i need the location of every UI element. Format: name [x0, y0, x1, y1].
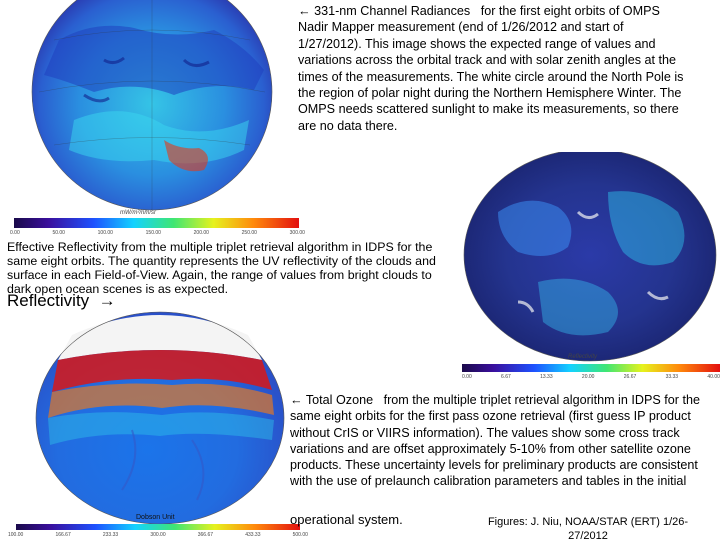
ozone-text: from the multiple triplet retrieval algo…: [290, 393, 700, 489]
ozone-last-line: operational system.: [290, 512, 403, 527]
radiance-tick: 0.00: [10, 230, 20, 236]
reflectivity-units: Reflectivity: [568, 354, 598, 360]
radiance-lead: 331-nm Channel Radiances: [314, 4, 471, 18]
credit-line-2: 27/2012: [568, 530, 608, 542]
radiance-tick: 150.00: [145, 230, 161, 236]
radiance-tick: 300.00: [289, 230, 305, 236]
radiance-colorbar: [14, 218, 299, 228]
ozone-lead: Total Ozone: [305, 393, 374, 407]
reflectivity-tick: 6.67: [501, 374, 511, 380]
figure-credit: Figures: J. Niu, NOAA/STAR (ERT) 1/26- 2…: [472, 515, 704, 543]
radiance-description: ← 331-nm Channel Radiances for the first…: [298, 3, 686, 134]
ozone-tick: 433.33: [245, 532, 261, 538]
radiance-text: for the first eight orbits of OMPS Nadir…: [298, 4, 684, 133]
reflectivity-title: Reflectivity: [7, 291, 90, 310]
right-arrow-icon: →: [98, 291, 116, 310]
reflectivity-colorbar: [462, 364, 720, 372]
radiance-tick: 100.00: [97, 230, 113, 236]
left-arrow-icon: ←: [290, 393, 303, 407]
radiance-colorbar-labels: 0.00 50.00 100.00 150.00 200.00 250.00 3…: [10, 230, 305, 236]
ozone-tick: 300.00: [150, 532, 166, 538]
reflectivity-globe-image: [463, 152, 717, 362]
ozone-tick: 166.67: [55, 532, 71, 538]
radiance-tick: 200.00: [193, 230, 209, 236]
ozone-globe-image: [35, 311, 285, 525]
ozone-colorbar: [16, 524, 300, 530]
ozone-tick: 366.67: [197, 532, 214, 538]
ozone-units: Dobson Unit: [136, 514, 175, 521]
reflectivity-tick: 0.00: [462, 374, 472, 380]
reflectivity-tick: 33.33: [665, 374, 679, 380]
ozone-tick: 233.33: [102, 532, 119, 538]
ozone-tick: 500.00: [292, 532, 308, 538]
radiance-globe-image: [31, 0, 273, 211]
radiance-tick: 50.00: [52, 230, 65, 236]
reflectivity-tick: 26.67: [623, 374, 637, 380]
reflectivity-colorbar-labels: 0.00 6.67 13.33 20.00 26.67 33.33 40.00: [462, 374, 720, 380]
reflectivity-tick: 13.33: [540, 374, 553, 380]
reflectivity-tick: 40.00: [707, 374, 720, 380]
left-arrow-icon: ←: [298, 4, 311, 18]
radiance-units: mW/m²/nm/sr: [120, 210, 156, 216]
reflectivity-tick: 20.00: [581, 374, 595, 380]
reflectivity-heading: Reflectivity →: [7, 291, 116, 311]
radiance-tick: 250.00: [241, 230, 257, 236]
credit-line-1: Figures: J. Niu, NOAA/STAR (ERT) 1/26-: [487, 516, 689, 528]
ozone-description: ← Total Ozone from the multiple triplet …: [290, 392, 700, 490]
ozone-colorbar-labels: 100.00 166.67 233.33 300.00 366.67 433.3…: [8, 532, 308, 538]
reflectivity-description: Effective Reflectivity from the multiple…: [7, 240, 436, 296]
ozone-tick: 100.00: [8, 532, 24, 538]
